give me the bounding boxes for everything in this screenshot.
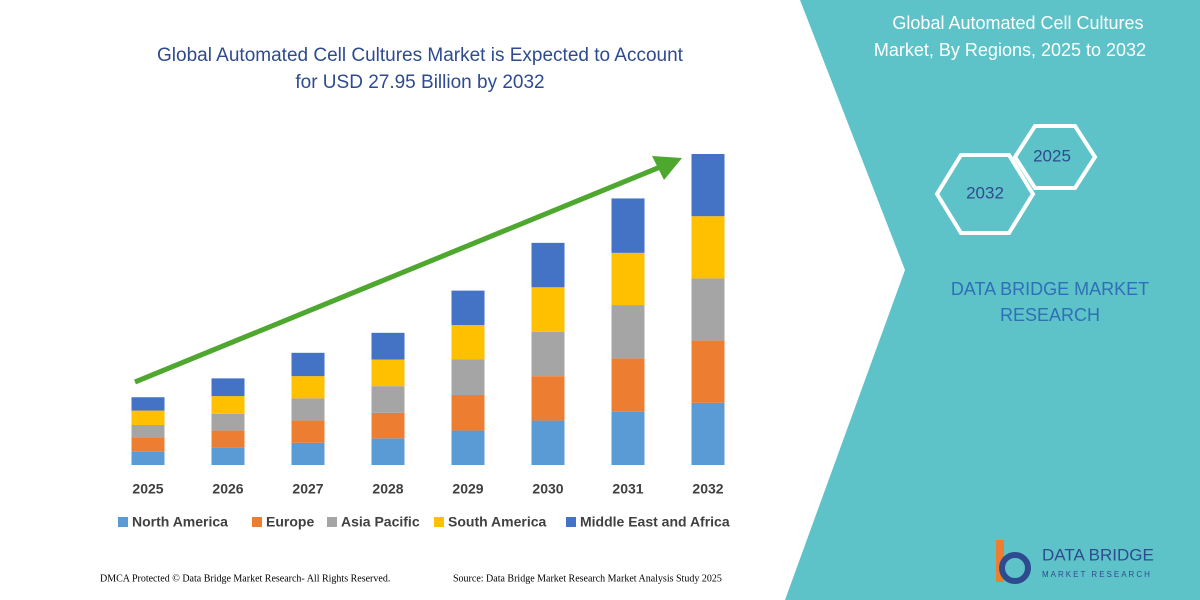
chart-title: for USD 27.95 Billion by 2032 — [295, 72, 544, 93]
bar-segment — [211, 396, 245, 414]
chart-title: Global Automated Cell Cultures Market is… — [157, 45, 684, 66]
panel-title: Global Automated Cell Cultures — [892, 13, 1143, 33]
bar-segment — [531, 376, 565, 421]
bar-segment — [371, 332, 405, 360]
bar-segment — [131, 397, 165, 411]
legend-swatch — [434, 517, 444, 527]
legend-swatch — [566, 517, 576, 527]
hexagon — [934, 153, 1036, 235]
hex-label: 2032 — [966, 183, 1004, 202]
x-tick-label: 2029 — [452, 481, 483, 497]
footer-text: DMCA Protected © Data Bridge Market Rese… — [100, 573, 390, 584]
hexagon — [1012, 124, 1098, 190]
bar-segment — [211, 413, 245, 431]
bar-segment — [691, 402, 725, 465]
bar-segment — [611, 305, 645, 359]
bar-segment — [291, 376, 325, 399]
logo-mark — [996, 540, 1004, 582]
bar-segment — [611, 358, 645, 412]
bar-segment — [531, 287, 565, 332]
bar-segment — [291, 352, 325, 377]
x-tick-label: 2032 — [692, 481, 723, 497]
logo-text: MARKET RESEARCH — [1042, 570, 1152, 579]
legend-label: Europe — [266, 514, 314, 530]
bar-segment — [691, 154, 725, 217]
logo-text: DATA BRIDGE — [1042, 545, 1154, 564]
bar-segment — [211, 447, 245, 465]
side-panel — [785, 0, 1200, 600]
bar-segment — [531, 242, 565, 288]
bar-segment — [291, 420, 325, 443]
bar-segment — [531, 420, 565, 465]
bar-segment — [451, 359, 485, 396]
logo: DATA BRIDGE MARKET RESEARCH — [996, 540, 1154, 584]
legend-swatch — [252, 517, 262, 527]
trend-arrow — [134, 162, 666, 385]
legend-swatch — [327, 517, 337, 527]
footer-text: Source: Data Bridge Market Research Mark… — [453, 573, 722, 584]
bar-segment — [131, 451, 165, 465]
bar-segment — [371, 359, 405, 387]
bar-segment — [131, 425, 165, 438]
bar-segment — [291, 398, 325, 421]
trend-arrowhead — [652, 156, 682, 180]
panel-title: Market, By Regions, 2025 to 2032 — [874, 40, 1146, 60]
bar-segment — [371, 386, 405, 413]
bar-segment — [451, 430, 485, 465]
bar-segment — [451, 290, 485, 326]
hex-label: 2025 — [1033, 146, 1071, 165]
bar-segment — [291, 442, 325, 465]
plot: 2025 2026 2027 2028 2029 2030 2031 2032 North Am… — [118, 154, 730, 530]
legend-label: South America — [448, 514, 546, 530]
bar-segment — [611, 198, 645, 253]
legend-swatch — [118, 517, 128, 527]
bar-segment — [691, 278, 725, 341]
brand-text: DATA BRIDGE MARKET — [951, 279, 1149, 299]
legend-label: Middle East and Africa — [580, 514, 730, 530]
bar-segment — [211, 378, 245, 397]
x-tick-label: 2026 — [212, 481, 243, 497]
bar-segment — [611, 252, 645, 306]
bar-segment — [691, 340, 725, 403]
legend-label: North America — [132, 514, 228, 530]
bar-segment — [451, 325, 485, 360]
brand-text: RESEARCH — [1000, 305, 1100, 325]
x-tick-label: 2028 — [372, 481, 403, 497]
bar-segment — [131, 437, 165, 452]
x-tick-label: 2025 — [132, 481, 163, 497]
x-tick-label: 2027 — [292, 481, 323, 497]
bar-segment — [531, 331, 565, 377]
x-tick-label: 2031 — [612, 481, 643, 497]
bar-segment — [371, 438, 405, 465]
bar-segment — [371, 412, 405, 439]
x-tick-label: 2030 — [532, 481, 563, 497]
bar-segment — [691, 216, 725, 279]
bar-segment — [131, 410, 165, 426]
bar-segment — [451, 395, 485, 431]
legend-label: Asia Pacific — [341, 514, 420, 530]
logo-mark — [999, 552, 1031, 584]
bar-segment — [211, 430, 245, 448]
bar-segment — [611, 411, 645, 465]
